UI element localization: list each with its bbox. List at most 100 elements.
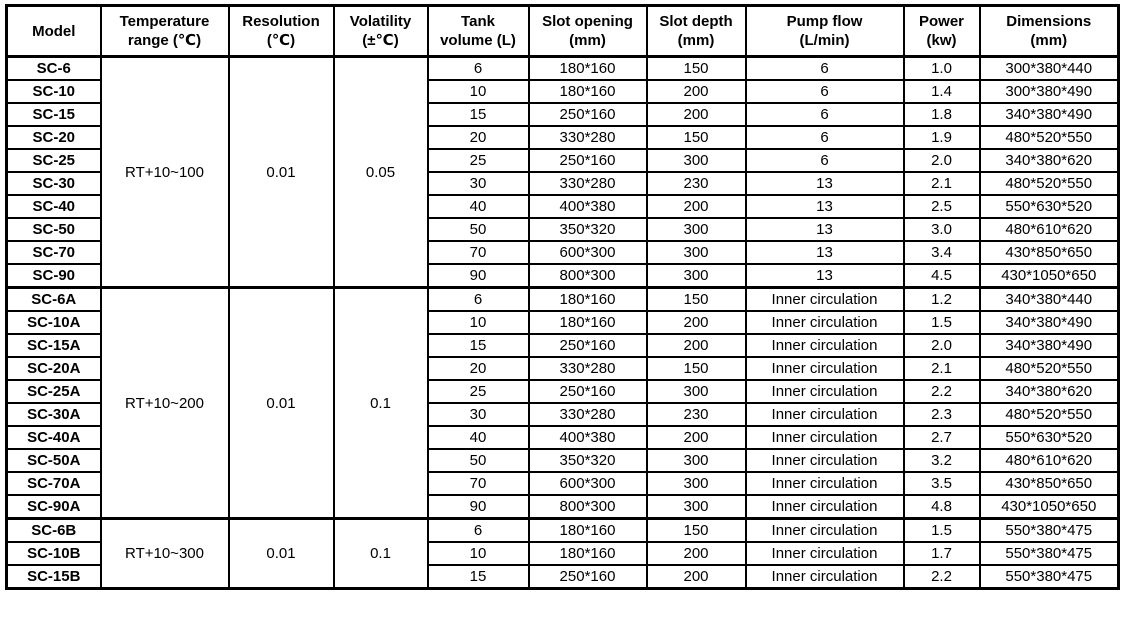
cell-temperature-range: RT+10~100 (99, 55, 230, 289)
cell-slot-opening: 250*160 (527, 379, 648, 404)
cell-dimensions: 550*630*520 (978, 425, 1120, 450)
cell-pump-flow: 6 (744, 79, 905, 104)
cell-power: 1.7 (902, 541, 981, 566)
cell-model: SC-20A (5, 356, 102, 381)
cell-slot-opening: 400*380 (527, 425, 648, 450)
cell-model: SC-50A (5, 448, 102, 473)
cell-tank-volume: 15 (426, 102, 530, 127)
cell-dimensions: 300*380*440 (978, 55, 1120, 81)
col-header-line: Dimensions (1006, 13, 1092, 30)
cell-tank-volume: 10 (426, 79, 530, 104)
cell-pump-flow: Inner circulation (744, 448, 905, 473)
col-header-line: (mm) (569, 32, 606, 49)
col-header-slot-opening: Slot opening (mm) (527, 4, 648, 58)
cell-tank-volume: 30 (426, 402, 530, 427)
cell-tank-volume: 15 (426, 564, 530, 590)
cell-pump-flow: 13 (744, 240, 905, 265)
cell-power: 2.3 (902, 402, 981, 427)
cell-tank-volume: 20 (426, 125, 530, 150)
cell-slot-depth: 230 (645, 171, 747, 196)
cell-model: SC-10 (5, 79, 102, 104)
cell-model: SC-90 (5, 263, 102, 289)
cell-slot-depth: 200 (645, 194, 747, 219)
cell-resolution: 0.01 (227, 517, 335, 590)
cell-model: SC-6A (5, 286, 102, 312)
col-header-dimensions: Dimensions (mm) (978, 4, 1120, 58)
cell-slot-depth: 300 (645, 494, 747, 520)
table-row: SC-70 70 600*300 300 13 3.4 430*850*650 (5, 240, 1120, 265)
table-row: SC-6 RT+10~100 0.01 0.05 6 180*160 150 6 1.0 300*… (5, 55, 1120, 289)
cell-pump-flow: 6 (744, 148, 905, 173)
cell-slot-depth: 150 (645, 356, 747, 381)
cell-power: 3.2 (902, 448, 981, 473)
cell-model: SC-50 (5, 217, 102, 242)
cell-tank-volume: 6 (426, 55, 530, 81)
cell-tank-volume: 6 (426, 517, 530, 543)
table-row: SC-40 40 400*380 200 13 2.5 550*630*520 (5, 194, 1120, 219)
cell-pump-flow: 6 (744, 55, 905, 81)
cell-slot-depth: 200 (645, 333, 747, 358)
cell-slot-opening: 180*160 (527, 310, 648, 335)
cell-tank-volume: 20 (426, 356, 530, 381)
cell-power: 3.5 (902, 471, 981, 496)
col-header-line: volume (L) (440, 32, 516, 49)
cell-temperature-range: RT+10~200 (99, 286, 230, 520)
cell-power: 4.5 (902, 263, 981, 289)
col-header-line: Resolution (242, 13, 320, 30)
cell-slot-opening: 350*320 (527, 217, 648, 242)
cell-power: 1.5 (902, 310, 981, 335)
cell-dimensions: 480*520*550 (978, 402, 1120, 427)
cell-pump-flow: 13 (744, 194, 905, 219)
cell-pump-flow: Inner circulation (744, 541, 905, 566)
cell-tank-volume: 10 (426, 541, 530, 566)
spec-sheet-page: Model Temperature range (℃) Resolution (… (5, 4, 1120, 590)
cell-pump-flow: Inner circulation (744, 286, 905, 312)
col-header-tank-volume: Tank volume (L) (426, 4, 530, 58)
table-row: SC-30A 30 330*280 230 Inner circulation 2.3 48… (5, 402, 1120, 427)
table-row: SC-6A RT+10~200 0.01 0.1 6 180*160 150 Inner ci… (5, 286, 1120, 520)
cell-slot-opening: 330*280 (527, 171, 648, 196)
table-row: SC-15B 15 250*160 200 Inner circulation 2.2 55… (5, 564, 1120, 590)
cell-dimensions: 480*520*550 (978, 125, 1120, 150)
cell-model: SC-20 (5, 125, 102, 150)
cell-dimensions: 480*520*550 (978, 171, 1120, 196)
cell-tank-volume: 50 (426, 217, 530, 242)
cell-model: SC-30 (5, 171, 102, 196)
cell-model: SC-10A (5, 310, 102, 335)
col-header-line: (mm) (1030, 32, 1068, 49)
cell-model: SC-15A (5, 333, 102, 358)
cell-tank-volume: 6 (426, 286, 530, 312)
cell-dimensions: 480*610*620 (978, 448, 1120, 473)
table-row: SC-50A 50 350*320 300 Inner circulation 3.2 48… (5, 448, 1120, 473)
cell-model: SC-25 (5, 148, 102, 173)
col-header-line: Pump flow (786, 13, 863, 30)
cell-power: 3.4 (902, 240, 981, 265)
cell-slot-opening: 180*160 (527, 541, 648, 566)
cell-power: 2.2 (902, 379, 981, 404)
cell-temperature-range: RT+10~300 (99, 517, 230, 590)
cell-power: 1.5 (902, 517, 981, 543)
cell-pump-flow: Inner circulation (744, 379, 905, 404)
cell-model: SC-70A (5, 471, 102, 496)
table-row: SC-10B 10 180*160 200 Inner circulation 1.7 55… (5, 541, 1120, 566)
col-header-volatility: Volatility (±℃) (332, 4, 429, 58)
cell-slot-depth: 300 (645, 240, 747, 265)
col-header-line: Power (918, 13, 964, 30)
table-row: SC-15A 15 250*160 200 Inner circulation 2.0 34… (5, 333, 1120, 358)
col-header-line: (kw) (926, 32, 957, 49)
cell-model: SC-6B (5, 517, 102, 543)
spec-table: Model Temperature range (℃) Resolution (… (5, 4, 1120, 590)
cell-resolution: 0.01 (227, 55, 335, 289)
cell-dimensions: 340*380*490 (978, 102, 1120, 127)
col-header-line: Model (32, 22, 76, 40)
cell-model: SC-90A (5, 494, 102, 520)
cell-model: SC-40A (5, 425, 102, 450)
cell-volatility: 0.1 (332, 517, 429, 590)
cell-power: 2.0 (902, 333, 981, 358)
cell-slot-opening: 250*160 (527, 102, 648, 127)
cell-pump-flow: Inner circulation (744, 517, 905, 543)
col-header-resolution: Resolution (℃) (227, 4, 335, 58)
table-row: SC-10A 10 180*160 200 Inner circulation 1.5 34… (5, 310, 1120, 335)
cell-slot-opening: 250*160 (527, 148, 648, 173)
cell-slot-depth: 150 (645, 286, 747, 312)
